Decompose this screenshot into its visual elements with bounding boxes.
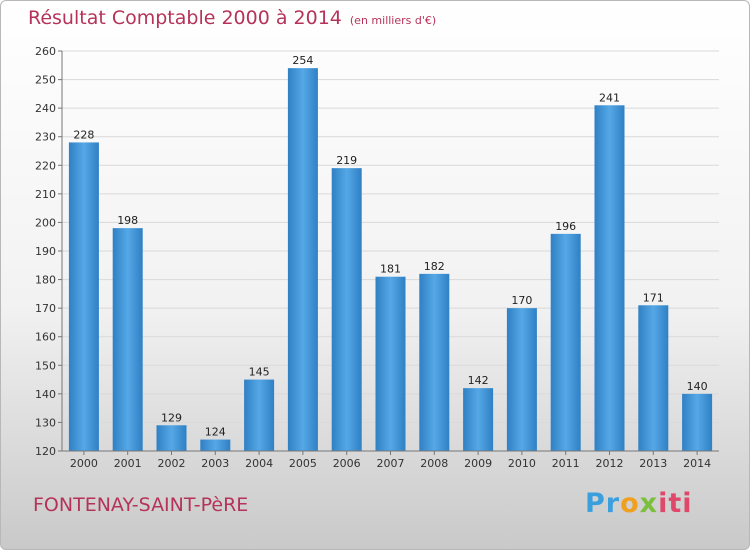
y-tick-label: 140 bbox=[35, 388, 56, 401]
logo-part-2: o bbox=[620, 488, 640, 519]
data-label: 170 bbox=[511, 294, 532, 307]
bar bbox=[594, 105, 625, 452]
chart-subtitle: (en milliers d'€) bbox=[349, 14, 437, 27]
data-label: 254 bbox=[292, 54, 313, 67]
x-tick-label: 2012 bbox=[596, 457, 624, 470]
bar bbox=[419, 273, 450, 451]
x-tick-label: 2011 bbox=[552, 457, 580, 470]
logo-part-3: x bbox=[639, 488, 659, 519]
bar bbox=[331, 168, 362, 451]
axes-group: 120 130 140 150 160 170 180 190 200 210 220 230 240 2… bbox=[35, 45, 719, 470]
bar bbox=[68, 142, 99, 451]
y-tick-label: 150 bbox=[35, 359, 56, 372]
chart-title: Résultat Comptable 2000 à 2014 (en millie… bbox=[28, 7, 436, 29]
data-label: 198 bbox=[117, 214, 138, 227]
data-label: 228 bbox=[73, 128, 94, 141]
x-tick-label: 2005 bbox=[289, 457, 317, 470]
data-label: 219 bbox=[336, 154, 357, 167]
logo-part-4: iti bbox=[658, 488, 693, 519]
y-tick-label: 160 bbox=[35, 331, 56, 344]
x-tick-label: 2013 bbox=[639, 457, 667, 470]
y-tick-label: 240 bbox=[35, 102, 56, 115]
data-label: 124 bbox=[205, 426, 226, 439]
bar bbox=[638, 305, 669, 451]
y-tick-label: 180 bbox=[35, 274, 56, 287]
place-name: FONTENAY-SAINT-PèRE bbox=[33, 494, 249, 516]
x-tick-label: 2007 bbox=[377, 457, 405, 470]
x-tick-label: 2014 bbox=[683, 457, 711, 470]
proxiti-logo: Proxiti bbox=[585, 488, 693, 519]
bar bbox=[287, 68, 318, 452]
y-tick-label: 260 bbox=[35, 45, 56, 58]
data-label: 181 bbox=[380, 263, 401, 276]
bar bbox=[550, 233, 581, 451]
y-tick-label: 220 bbox=[35, 159, 56, 172]
y-tick-label: 170 bbox=[35, 302, 56, 315]
y-tick-label: 200 bbox=[35, 216, 56, 229]
x-tick-label: 2008 bbox=[420, 457, 448, 470]
x-tick-label: 2000 bbox=[70, 457, 98, 470]
y-tick-label: 190 bbox=[35, 245, 56, 258]
y-tick-label: 120 bbox=[35, 445, 56, 458]
data-label: 182 bbox=[424, 260, 445, 273]
x-tick-label: 2002 bbox=[158, 457, 186, 470]
bars-group bbox=[68, 68, 713, 452]
x-tick-label: 2004 bbox=[245, 457, 273, 470]
y-tick-label: 250 bbox=[35, 74, 56, 87]
data-label: 145 bbox=[249, 366, 270, 379]
bar bbox=[375, 276, 406, 451]
y-tick-label: 130 bbox=[35, 416, 56, 429]
data-label: 196 bbox=[555, 220, 576, 233]
x-tick-label: 2010 bbox=[508, 457, 536, 470]
x-tick-label: 2009 bbox=[464, 457, 492, 470]
bar bbox=[463, 388, 494, 451]
bar bbox=[156, 425, 187, 451]
logo-part-1: Pr bbox=[585, 488, 621, 519]
data-label: 142 bbox=[468, 374, 489, 387]
data-label: 129 bbox=[161, 411, 182, 424]
chart-title-text: Résultat Comptable 2000 à 2014 bbox=[28, 7, 342, 29]
bar bbox=[112, 228, 143, 451]
x-tick-label: 2006 bbox=[333, 457, 361, 470]
data-label: 171 bbox=[643, 291, 664, 304]
y-tick-label: 230 bbox=[35, 131, 56, 144]
labels-group: 228 198 129 124 145 254 219 181 182 142 170 196 241 1… bbox=[73, 54, 707, 438]
bar bbox=[506, 308, 537, 451]
bar bbox=[200, 439, 231, 451]
data-label: 241 bbox=[599, 91, 620, 104]
bar bbox=[244, 379, 275, 451]
x-tick-label: 2003 bbox=[201, 457, 229, 470]
y-tick-label: 210 bbox=[35, 188, 56, 201]
x-tick-label: 2001 bbox=[114, 457, 142, 470]
data-label: 140 bbox=[687, 380, 708, 393]
bar bbox=[682, 393, 713, 451]
